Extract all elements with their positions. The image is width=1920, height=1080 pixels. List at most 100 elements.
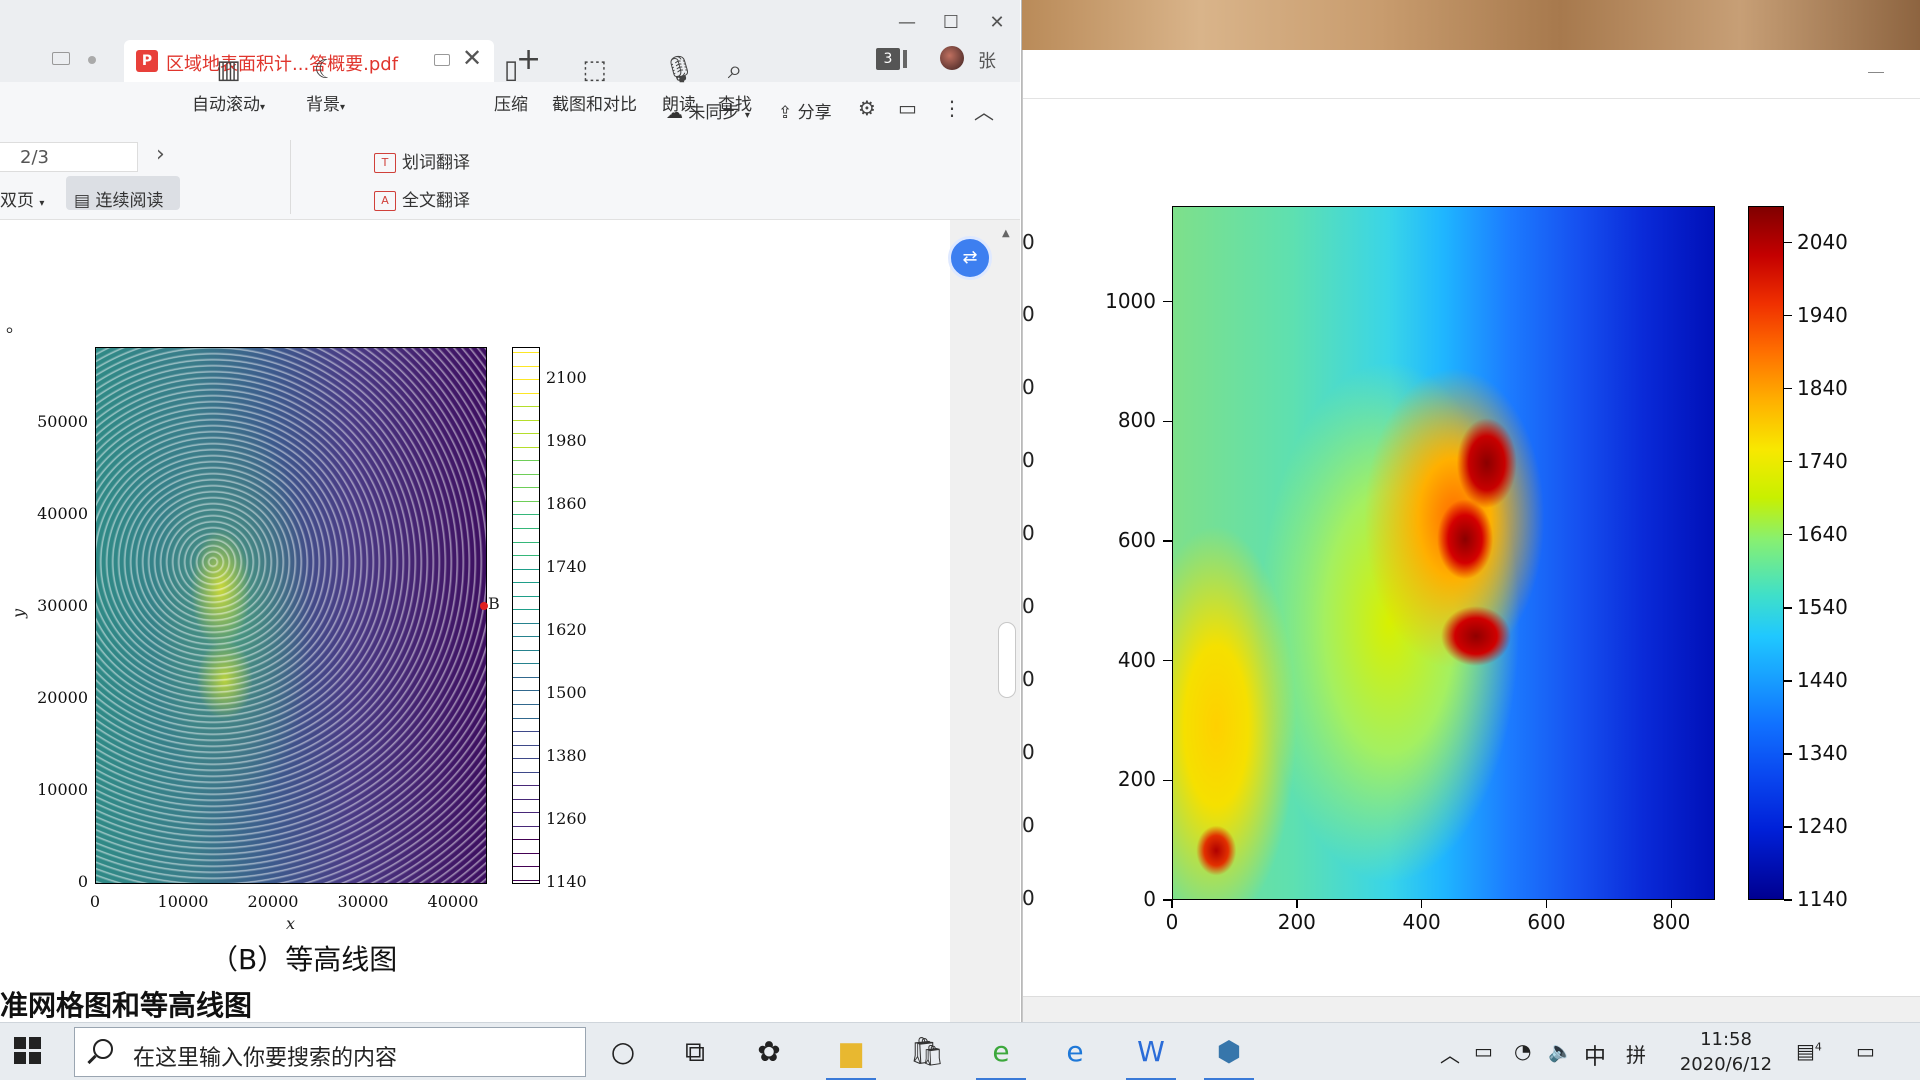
scroll-up-icon[interactable]: ▲ <box>1002 228 1010 239</box>
elevation-heatmap <box>1172 206 1715 900</box>
heatmap-x-tick-label: 200 <box>1277 910 1316 934</box>
taskbar: 在这里输入你要搜索的内容 ○ ⧉ ✿ ▆ 🛍 e e W ⬢ ︿ ▭ ◔ 🔈 中… <box>0 1022 1920 1080</box>
close-tab-icon[interactable]: ✕ <box>462 44 483 72</box>
auto-scroll-label: 自动滚动 <box>192 95 260 115</box>
search-icon: ⌕ <box>727 55 743 85</box>
heatmap-x-tick-mark <box>1545 900 1548 908</box>
contour-x-tick: 0 <box>89 892 101 911</box>
cortana-circle-icon[interactable]: ○ <box>610 1035 636 1068</box>
colorbar-tick-mark <box>1784 607 1792 609</box>
chevron-down-icon: ▾ <box>744 110 750 121</box>
avatar[interactable] <box>940 46 964 70</box>
wps-app-icon[interactable]: W <box>1122 1029 1180 1080</box>
continuous-read-button[interactable] <box>66 176 180 210</box>
contour-level-line <box>513 798 539 800</box>
windows-start-icon[interactable] <box>14 1037 42 1065</box>
clock-time: 11:58 <box>1700 1029 1752 1050</box>
colorbar-tick-label: 1140 <box>1797 887 1848 911</box>
file-explorer-icon[interactable]: ▆ <box>822 1029 880 1080</box>
python-app-icon[interactable]: ⬢ <box>1200 1029 1258 1080</box>
contour-plot-image <box>95 347 487 884</box>
battery-icon[interactable]: ▭ <box>1474 1039 1493 1063</box>
tab-pdf-document[interactable]: P 区域地表面积计...答概要.pdf ✕ <box>124 40 494 82</box>
notification-count: 4 <box>1814 1040 1822 1054</box>
heatmap-y-tick-mark <box>1163 420 1172 423</box>
section-heading: 准网格图和等高线图 <box>0 989 253 1022</box>
find-button[interactable]: ⌕ 查找 <box>718 54 752 115</box>
heatmap-y-tick-mark <box>1163 300 1172 303</box>
pinwheel-app-icon[interactable]: ✿ <box>757 1035 781 1068</box>
page-number-input[interactable]: 2/3 <box>0 142 138 172</box>
monitor-icon[interactable] <box>434 54 450 66</box>
edge-browser-icon[interactable]: e <box>1066 1035 1084 1068</box>
next-page-icon[interactable]: › <box>156 142 165 167</box>
screenshot-compare-button[interactable]: ⬚ 截图和对比 <box>552 54 637 115</box>
contour-colorbar-label: 1380 <box>546 746 587 765</box>
heatmap-y-tick-label: 400 <box>1117 647 1156 672</box>
tab-count-badge[interactable]: 3 <box>876 48 900 70</box>
point-b-marker <box>480 602 488 610</box>
continuous-read-button-content[interactable]: ▤ 连续阅读 <box>74 186 163 211</box>
user-name[interactable]: 张 <box>978 51 996 72</box>
convert-float-icon[interactable]: ⇄ <box>948 236 992 280</box>
contour-level-line <box>513 365 539 367</box>
sync-button[interactable]: ☁ 未同步 ▾ <box>666 98 750 123</box>
contour-level-line <box>513 352 539 353</box>
dot-icon <box>88 56 96 64</box>
minimize-button[interactable] <box>1868 72 1884 73</box>
notes-icon[interactable]: ▤4 <box>1796 1039 1822 1063</box>
colorbar-tick-mark <box>1784 826 1792 828</box>
maximize-icon[interactable]: ☐ <box>942 12 960 33</box>
contour-level-line <box>513 758 539 760</box>
contour-level-line <box>513 676 539 678</box>
contour-level-line <box>513 555 539 557</box>
scroll-thumb[interactable] <box>998 622 1016 698</box>
scrollbar[interactable] <box>950 220 1020 1022</box>
contour-level-line <box>513 528 539 529</box>
contour-level-line <box>513 622 539 624</box>
background-button[interactable]: ☾ 背景▾ <box>306 54 345 115</box>
double-page-button[interactable]: 双页 ▾ <box>0 186 44 211</box>
contour-level-line <box>513 744 539 746</box>
contour-level-line <box>513 500 539 502</box>
read-aloud-button[interactable]: 🎙 朗读 <box>662 54 696 115</box>
read-aloud-label: 朗读 <box>662 95 696 115</box>
ime-mode-indicator[interactable]: 拼 <box>1626 1043 1646 1067</box>
contour-y-tick: 30000 <box>37 596 88 615</box>
minimize-icon[interactable]: — <box>898 12 916 33</box>
store-icon[interactable]: 🛍 <box>909 1035 945 1068</box>
wps-pdf-window: — ☐ ✕ P 区域地表面积计...答概要.pdf ✕ + 3 张 ☁ 未同步 … <box>0 0 1022 1022</box>
ie-green-browser-icon[interactable]: e <box>972 1029 1030 1080</box>
task-view-icon[interactable]: ⧉ <box>685 1035 705 1068</box>
collapse-chevron-icon[interactable]: ︿ <box>974 100 994 124</box>
ime-language-indicator[interactable]: 中 <box>1584 1045 1607 1070</box>
search-icon <box>93 1039 113 1059</box>
show-hidden-icons-chevron[interactable]: ︿ <box>1440 1043 1460 1067</box>
auto-scroll-button[interactable]: ▥ 自动滚动▾ <box>192 54 265 115</box>
microphone-icon: 🎙 <box>662 55 696 85</box>
heatmap-x-tick-label: 800 <box>1652 910 1691 934</box>
close-window-icon[interactable]: ✕ <box>989 12 1005 33</box>
word-translate-button[interactable]: T 划词翻译 <box>374 148 470 173</box>
contour-level-line <box>513 812 539 814</box>
more-icon[interactable]: ⋮ <box>942 96 962 120</box>
comment-icon[interactable]: ▭ <box>898 96 917 120</box>
contour-level-line <box>513 771 539 773</box>
wifi-icon[interactable]: ◔ <box>1514 1039 1532 1063</box>
contour-x-tick: 10000 <box>157 892 209 911</box>
system-clock[interactable]: 11:58 2020/6/12 <box>1676 1027 1776 1077</box>
action-center-icon[interactable]: ▭ <box>1856 1039 1875 1063</box>
gear-icon[interactable]: ⚙ <box>858 96 876 120</box>
full-translate-button[interactable]: A 全文翻译 <box>374 186 470 211</box>
tab-title: 区域地表面积计...答概要.pdf <box>166 54 399 75</box>
translate-icon: T <box>374 153 396 173</box>
share-button[interactable]: ⇪ 分享 <box>778 98 832 123</box>
figure-caption: （B）等高线图 <box>210 943 398 976</box>
taskbar-search-box[interactable]: 在这里输入你要搜索的内容 <box>74 1027 586 1077</box>
tab-home[interactable] <box>0 40 118 82</box>
volume-icon[interactable]: 🔈 <box>1548 1039 1573 1063</box>
heatmap-y-tick-mark <box>1163 899 1172 901</box>
compress-button[interactable]: ▯ 压缩 <box>494 54 528 115</box>
new-tab-plus-icon[interactable]: + <box>516 42 542 77</box>
colorbar-tick-mark <box>1784 680 1792 682</box>
